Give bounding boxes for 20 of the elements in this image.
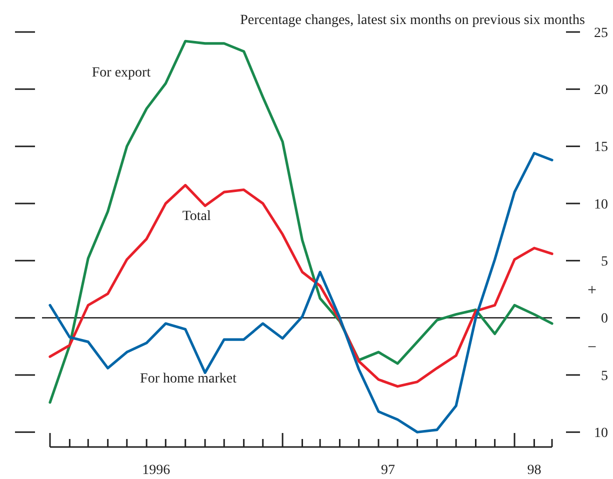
y-tick-label: 20 xyxy=(594,83,608,98)
text: + xyxy=(587,282,597,299)
line-series xyxy=(48,184,554,388)
x-tick-label: 1996 xyxy=(142,463,170,478)
y-tick-label: 5 xyxy=(601,368,608,384)
chart-title: Percentage changes, latest six months on previous six months xyxy=(240,13,585,28)
y-tick-label: 10 xyxy=(594,197,608,212)
series-label: For home market xyxy=(140,372,237,387)
series-label: For export xyxy=(92,65,151,80)
y-tick-label: 25 xyxy=(594,26,608,41)
series-label: Total xyxy=(182,209,212,224)
y-tick-label: 0 xyxy=(601,312,608,327)
text: − xyxy=(587,338,597,356)
y-tick-label: 15 xyxy=(594,140,608,156)
y-tick-label: 5 xyxy=(601,254,608,270)
line-series xyxy=(48,152,554,434)
x-tick-label: 97 xyxy=(381,463,396,478)
x-tick-label: 98 xyxy=(527,463,542,478)
line-series xyxy=(48,40,554,404)
y-tick-label: 10 xyxy=(594,426,608,442)
